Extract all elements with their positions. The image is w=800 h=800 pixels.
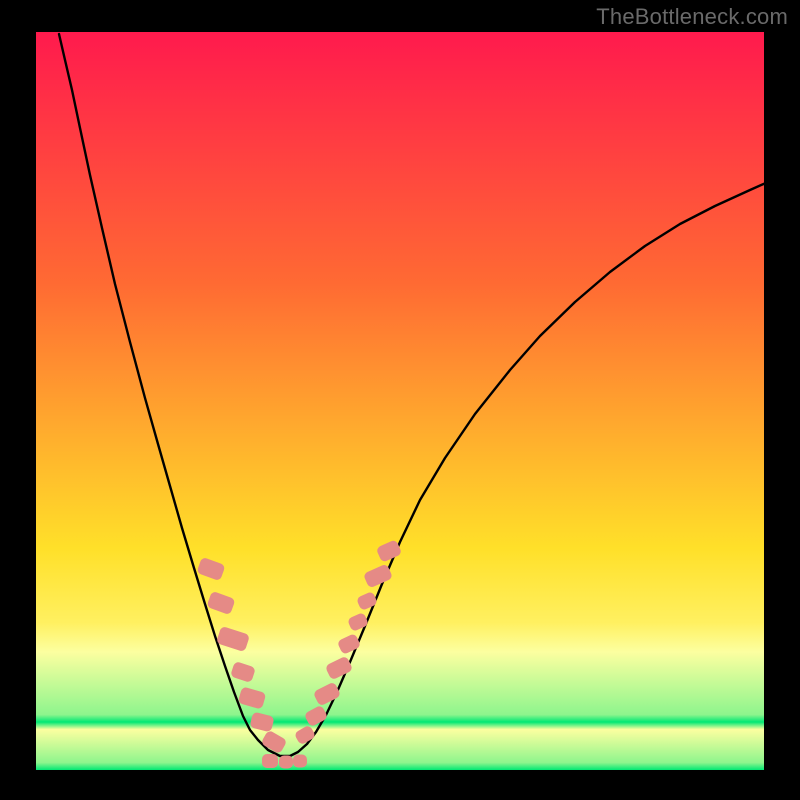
curve-marker bbox=[279, 756, 293, 769]
curve-marker bbox=[238, 686, 267, 709]
curve-marker bbox=[262, 754, 278, 768]
curve-marker bbox=[356, 591, 378, 611]
bottleneck-curve bbox=[59, 34, 768, 756]
chart-svg bbox=[0, 0, 800, 800]
curve-markers bbox=[196, 539, 402, 754]
curve-marker bbox=[376, 539, 403, 563]
curve-marker bbox=[293, 755, 307, 768]
curve-marker bbox=[260, 730, 287, 755]
bottom-markers bbox=[262, 754, 307, 769]
curve-marker bbox=[206, 591, 235, 616]
curve-marker bbox=[347, 612, 369, 632]
curve-marker bbox=[216, 626, 250, 652]
curve-marker bbox=[196, 557, 225, 582]
curve-marker bbox=[249, 712, 274, 733]
curve-marker bbox=[337, 633, 361, 655]
curve-marker bbox=[304, 705, 329, 728]
curve-marker bbox=[325, 656, 354, 681]
curve-marker bbox=[313, 681, 342, 706]
watermark-text: TheBottleneck.com bbox=[596, 4, 788, 30]
curve-marker bbox=[230, 661, 256, 683]
curve-marker bbox=[294, 724, 317, 745]
